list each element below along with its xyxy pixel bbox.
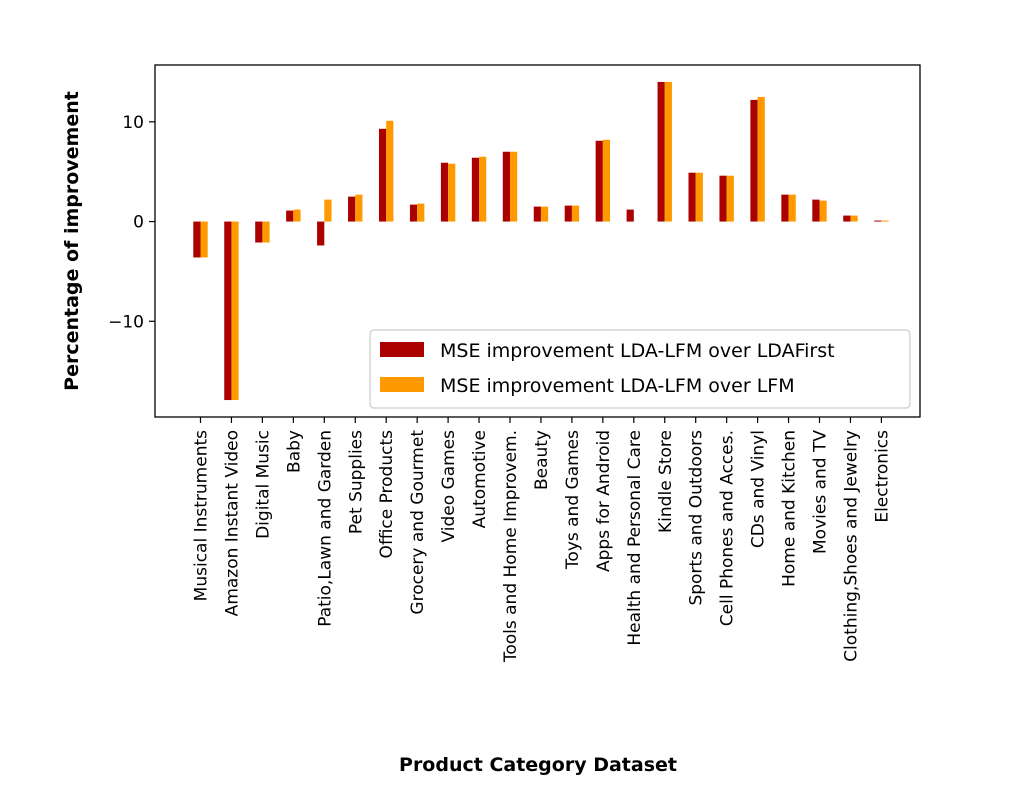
bar-series-2-21 bbox=[850, 215, 858, 222]
bar-series-1-2 bbox=[255, 221, 263, 243]
bar-series-1-8 bbox=[440, 162, 449, 222]
bar-series-2-9 bbox=[479, 156, 487, 222]
x-tick-label-14: Health and Personal Care bbox=[625, 430, 645, 646]
y-tick-label-2: 10 bbox=[122, 113, 144, 133]
bar-series-2-19 bbox=[788, 194, 796, 222]
bar-series-2-6 bbox=[386, 120, 394, 222]
bar-series-1-16 bbox=[688, 172, 696, 222]
bar-series-2-5 bbox=[355, 194, 363, 222]
bar-series-1-13 bbox=[595, 140, 603, 222]
x-tick-label-3: Baby bbox=[284, 430, 304, 473]
bar-series-2-2 bbox=[262, 221, 270, 243]
x-tick-label-9: Automotive bbox=[470, 430, 490, 528]
legend-label-series-1: MSE improvement LDA-LFM over LDAFirst bbox=[440, 340, 835, 362]
bar-series-1-18 bbox=[750, 99, 758, 222]
x-tick-label-8: Video Games bbox=[439, 430, 459, 543]
x-tick-label-12: Toys and Games bbox=[563, 430, 583, 570]
bar-series-1-19 bbox=[781, 194, 789, 222]
x-axis: Musical Instruments Amazon Instant Video D… bbox=[192, 417, 892, 663]
x-tick-label-2: Digital Music bbox=[253, 430, 273, 539]
bar-series-2-15 bbox=[664, 81, 672, 222]
bar-series-2-17 bbox=[726, 175, 734, 222]
legend-frame bbox=[369, 329, 911, 409]
bar-series-2-10 bbox=[510, 151, 518, 222]
bar-series-1-4 bbox=[317, 221, 325, 246]
bars-group bbox=[193, 81, 889, 401]
bar-series-2-20 bbox=[819, 200, 827, 222]
bar-series-1-7 bbox=[409, 204, 418, 222]
bar-series-1-5 bbox=[348, 196, 356, 222]
bar-series-2-0 bbox=[200, 221, 208, 258]
bar-series-1-10 bbox=[502, 151, 510, 222]
bar-series-2-18 bbox=[757, 96, 765, 222]
x-tick-label-19: Home and Kitchen bbox=[780, 430, 800, 587]
y-axis: −10 0 10 bbox=[108, 113, 155, 332]
bar-series-1-3 bbox=[286, 210, 294, 222]
y-tick-label-1: 0 bbox=[133, 213, 144, 233]
x-tick-label-15: Kindle Store bbox=[656, 430, 676, 533]
y-tick-label-0: −10 bbox=[108, 312, 144, 332]
x-tick-label-21: Clothing,Shoes and Jewelry bbox=[841, 430, 861, 662]
bar-series-1-15 bbox=[657, 81, 665, 222]
x-axis-title: Product Category Dataset bbox=[399, 754, 677, 776]
bar-series-1-21 bbox=[843, 215, 851, 222]
bar-series-2-11 bbox=[540, 206, 549, 222]
bar-series-2-13 bbox=[602, 139, 611, 222]
x-tick-label-20: Movies and TV bbox=[811, 430, 831, 554]
x-tick-label-4: Patio,Lawn and Garden bbox=[315, 430, 335, 627]
x-tick-label-22: Electronics bbox=[872, 430, 892, 523]
x-tick-label-6: Office Products bbox=[377, 430, 397, 559]
y-axis-title: Percentage of improvement bbox=[61, 91, 83, 391]
bar-series-2-4 bbox=[324, 199, 332, 222]
legend: MSE improvement LDA-LFM over LDAFirst MS… bbox=[369, 329, 911, 409]
x-tick-label-1: Amazon Instant Video bbox=[222, 430, 242, 616]
legend-swatch-series-1 bbox=[380, 342, 424, 357]
bar-series-1-12 bbox=[564, 205, 572, 222]
bar-series-2-8 bbox=[448, 163, 456, 222]
bar-series-1-9 bbox=[471, 157, 480, 222]
bar-series-1-6 bbox=[379, 128, 387, 222]
bar-series-2-3 bbox=[293, 209, 301, 222]
bar-series-1-20 bbox=[812, 199, 820, 222]
x-tick-label-16: Sports and Outdoors bbox=[687, 430, 707, 606]
bar-series-2-1 bbox=[231, 221, 239, 401]
bar-series-1-0 bbox=[193, 221, 201, 258]
bar-series-1-14 bbox=[626, 209, 634, 222]
x-tick-label-7: Grocery and Gourmet bbox=[408, 430, 428, 615]
bar-series-2-7 bbox=[417, 203, 425, 222]
bar-series-1-1 bbox=[224, 221, 232, 401]
x-tick-label-10: Tools and Home Improvem. bbox=[501, 430, 521, 663]
x-tick-label-0: Musical Instruments bbox=[192, 430, 212, 601]
legend-swatch-series-2 bbox=[380, 377, 424, 392]
bar-series-2-22 bbox=[881, 220, 889, 222]
x-tick-label-13: Apps for Android bbox=[594, 430, 614, 572]
legend-label-series-2: MSE improvement LDA-LFM over LFM bbox=[440, 375, 795, 397]
x-tick-label-17: Cell Phones and Acces. bbox=[718, 430, 738, 626]
bar-series-1-17 bbox=[719, 175, 727, 222]
plot-area-frame bbox=[154, 64, 921, 418]
bar-series-2-12 bbox=[571, 205, 580, 222]
bar-series-2-16 bbox=[695, 172, 703, 222]
bar-series-1-11 bbox=[533, 206, 541, 222]
x-tick-label-5: Pet Supplies bbox=[346, 430, 366, 534]
x-tick-label-11: Beauty bbox=[532, 430, 552, 490]
bar-series-1-22 bbox=[874, 220, 882, 222]
x-tick-label-18: CDs and Vinyl bbox=[749, 430, 769, 548]
